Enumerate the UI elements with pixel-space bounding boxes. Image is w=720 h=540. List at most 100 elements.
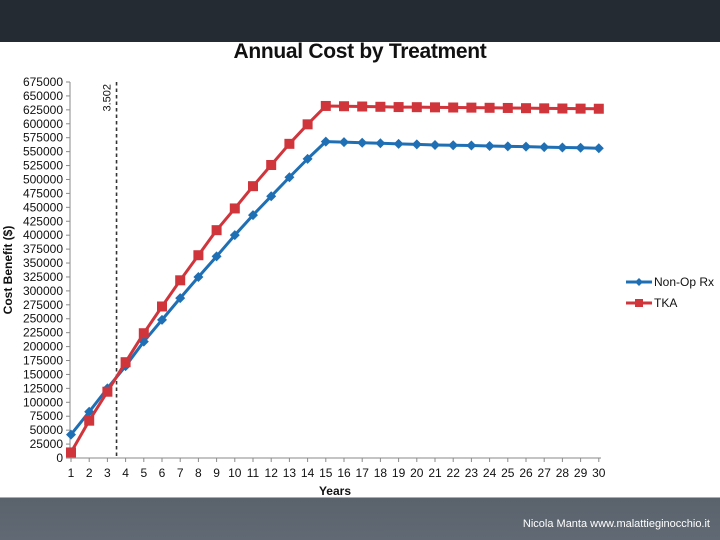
data-point-diamond bbox=[266, 191, 277, 202]
threshold-label: 3.502 bbox=[102, 84, 114, 112]
x-tick-label: 29 bbox=[574, 466, 588, 480]
y-tick-label: 475000 bbox=[23, 186, 63, 200]
x-tick-label: 3 bbox=[104, 466, 111, 480]
y-tick-label: 550000 bbox=[23, 145, 63, 159]
y-tick-label: 275000 bbox=[23, 298, 63, 312]
data-point-square bbox=[284, 138, 295, 149]
legend-label: Non-Op Rx bbox=[654, 275, 714, 289]
y-tick-label: 325000 bbox=[23, 270, 63, 284]
y-tick-label: 25000 bbox=[30, 437, 64, 451]
y-tick-label: 150000 bbox=[23, 367, 63, 381]
data-point-square bbox=[302, 119, 313, 130]
x-tick-label: 24 bbox=[483, 466, 497, 480]
y-tick-label: 450000 bbox=[23, 200, 63, 214]
line-chart: 0250005000075000100000125000150000175000… bbox=[1, 75, 714, 497]
x-tick-label: 19 bbox=[392, 466, 406, 480]
y-tick-label: 400000 bbox=[23, 228, 63, 242]
y-tick-label: 0 bbox=[56, 451, 63, 465]
data-point-diamond bbox=[339, 137, 349, 148]
data-point-square bbox=[84, 415, 95, 426]
x-tick-label: 23 bbox=[465, 466, 479, 480]
slide-footer-band: Nicola Manta www.malattieginocchio.it bbox=[0, 497, 720, 540]
y-tick-label: 200000 bbox=[23, 340, 63, 354]
data-point-square bbox=[266, 159, 277, 170]
legend-square-marker bbox=[635, 299, 643, 307]
data-point-square bbox=[248, 181, 258, 192]
y-tick-label: 525000 bbox=[23, 159, 63, 173]
legend-item: Non-Op Rx bbox=[626, 275, 714, 289]
annotation-layer: 3.502 bbox=[102, 82, 118, 458]
data-point-diamond bbox=[302, 153, 313, 164]
y-tick-label: 225000 bbox=[23, 326, 63, 340]
data-point-diamond bbox=[175, 293, 186, 304]
y-tick-label: 425000 bbox=[23, 214, 63, 228]
data-point-square bbox=[175, 275, 186, 286]
x-tick-label: 5 bbox=[140, 466, 147, 480]
x-tick-label: 12 bbox=[265, 466, 279, 480]
data-point-diamond bbox=[575, 142, 586, 153]
x-tick-label: 15 bbox=[319, 466, 333, 480]
x-tick-label: 10 bbox=[228, 466, 242, 480]
data-point-diamond bbox=[484, 141, 495, 152]
x-tick-label: 11 bbox=[247, 466, 260, 480]
data-point-square bbox=[502, 102, 513, 113]
data-point-square bbox=[557, 103, 568, 114]
data-point-square bbox=[484, 102, 495, 113]
data-point-diamond bbox=[593, 143, 604, 154]
data-point-square bbox=[593, 103, 604, 114]
data-point-diamond bbox=[411, 139, 422, 150]
data-point-diamond bbox=[66, 429, 76, 440]
x-tick-label: 28 bbox=[556, 466, 570, 480]
data-point-diamond bbox=[375, 138, 386, 149]
data-point-diamond bbox=[466, 140, 477, 151]
y-tick-label: 350000 bbox=[23, 256, 63, 270]
data-point-diamond bbox=[393, 138, 404, 149]
data-point-square bbox=[320, 100, 331, 111]
x-tick-label: 1 bbox=[68, 466, 75, 480]
x-axis-title: Years bbox=[319, 484, 351, 497]
x-tick-label: 30 bbox=[592, 466, 606, 480]
x-tick-label: 14 bbox=[301, 466, 315, 480]
y-tick-label: 175000 bbox=[23, 354, 63, 368]
data-point-diamond bbox=[157, 314, 167, 325]
y-axis-title: Cost Benefit ($) bbox=[1, 226, 15, 315]
x-tick-label: 17 bbox=[356, 466, 370, 480]
data-point-square bbox=[448, 102, 459, 113]
data-point-diamond bbox=[320, 136, 331, 147]
data-point-diamond bbox=[211, 251, 222, 262]
y-tick-label: 75000 bbox=[30, 409, 64, 423]
y-axis: 0250005000075000100000125000150000175000… bbox=[23, 75, 71, 465]
data-point-square bbox=[339, 101, 349, 112]
x-tick-label: 16 bbox=[337, 466, 351, 480]
chart-title: Annual Cost by Treatment bbox=[233, 40, 487, 63]
y-tick-label: 650000 bbox=[23, 89, 63, 103]
data-point-square bbox=[120, 357, 131, 368]
x-tick-label: 7 bbox=[177, 466, 184, 480]
data-point-square bbox=[157, 301, 167, 312]
x-tick-label: 6 bbox=[159, 466, 166, 480]
data-point-square bbox=[411, 102, 422, 113]
data-point-diamond bbox=[521, 141, 531, 152]
y-tick-label: 500000 bbox=[23, 172, 63, 186]
series-line bbox=[69, 140, 599, 436]
x-tick-label: 8 bbox=[195, 466, 202, 480]
data-point-square bbox=[66, 447, 76, 458]
y-tick-label: 250000 bbox=[23, 312, 63, 326]
slide-header-band bbox=[0, 0, 720, 42]
data-point-diamond bbox=[448, 140, 459, 151]
data-point-diamond bbox=[229, 230, 240, 241]
data-point-square bbox=[193, 250, 204, 261]
y-tick-label: 600000 bbox=[23, 117, 63, 131]
x-tick-label: 9 bbox=[213, 466, 220, 480]
data-point-square bbox=[229, 203, 240, 214]
data-point-diamond bbox=[193, 271, 204, 282]
data-point-square bbox=[357, 101, 368, 112]
y-tick-label: 300000 bbox=[23, 284, 63, 298]
legend-item: TKA bbox=[626, 296, 677, 310]
y-tick-label: 50000 bbox=[30, 423, 64, 437]
x-tick-label: 13 bbox=[283, 466, 297, 480]
x-tick-label: 22 bbox=[447, 466, 461, 480]
data-point-diamond bbox=[539, 142, 550, 153]
x-tick-label: 26 bbox=[519, 466, 533, 480]
data-point-square bbox=[375, 101, 386, 112]
